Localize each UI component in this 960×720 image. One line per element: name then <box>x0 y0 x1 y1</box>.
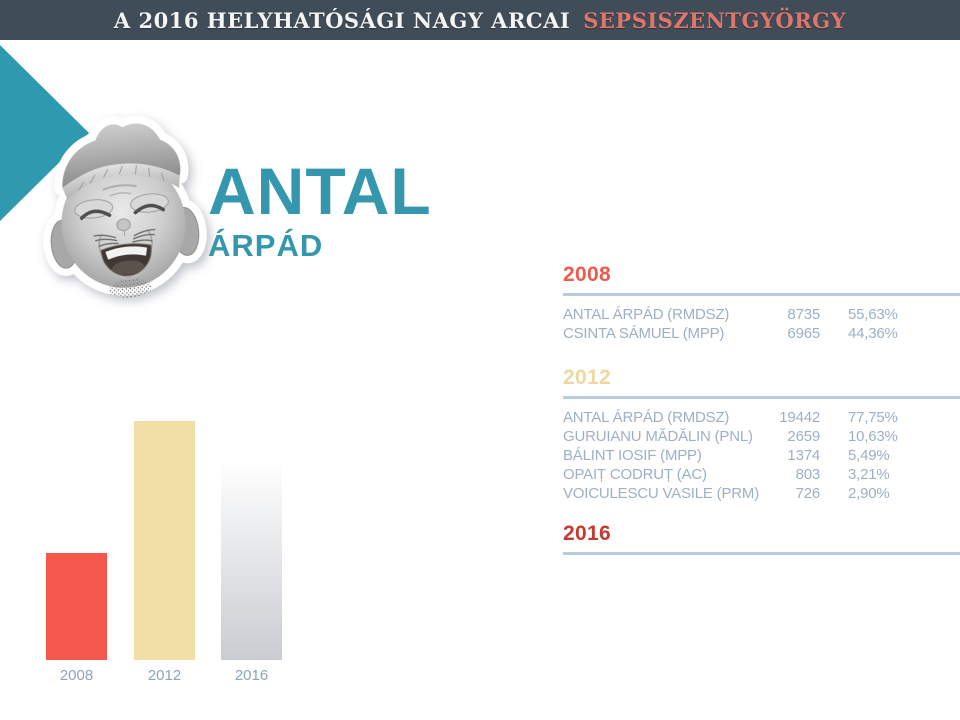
header-bar: A 2016 HELYHATÓSÁGI NAGY ARCAI SEPSISZEN… <box>0 0 960 40</box>
vote-count: 2659 <box>787 428 820 445</box>
year-heading-2012: 2012 <box>563 366 611 389</box>
vote-count: 8735 <box>787 306 820 323</box>
vote-count: 803 <box>795 466 821 483</box>
vote-count: 19442 <box>779 409 820 426</box>
result-row: ANTAL ÁRPÁD (RMDSZ) 8735 55,63% <box>563 305 960 324</box>
vote-percent: 2,90% <box>848 485 890 502</box>
divider <box>563 293 960 296</box>
x-tick-2012: 2012 <box>147 667 182 684</box>
candidate-name-block: ANTAL ÁRPÁD <box>208 158 432 261</box>
vote-count: 6965 <box>787 325 820 342</box>
candidate-given-name: ÁRPÁD <box>208 228 324 263</box>
header-title: A 2016 HELYHATÓSÁGI NAGY ARCAI <box>113 7 571 33</box>
candidate-name: ANTAL ÁRPÁD (RMDSZ) <box>563 306 730 323</box>
bar-2012 <box>134 421 195 660</box>
result-row: CSINTA SÁMUEL (MPP) 6965 44,36% <box>563 324 960 343</box>
vote-percent: 5,49% <box>848 447 890 464</box>
results-2012: 2012 ANTAL ÁRPÁD (RMDSZ) 19442 77,75% GU… <box>563 366 960 503</box>
candidate-surname: ANTAL <box>208 154 432 228</box>
vote-count: 1374 <box>787 447 820 464</box>
candidate-name: BÁLINT IOSIF (MPP) <box>563 447 702 464</box>
x-tick-2016: 2016 <box>234 667 269 684</box>
vote-percent: 77,75% <box>848 409 898 426</box>
divider <box>563 552 960 555</box>
candidate-name: OPAIȚ CODRUȚ (AC) <box>563 466 707 483</box>
result-row: OPAIȚ CODRUȚ (AC) 803 3,21% <box>563 465 960 484</box>
vote-percent: 10,63% <box>848 428 898 445</box>
votes-bar-chart <box>46 421 286 660</box>
divider <box>563 396 960 399</box>
year-heading-2016: 2016 <box>563 522 611 545</box>
bar-2016-placeholder <box>221 460 282 660</box>
vote-percent: 44,36% <box>848 325 898 342</box>
result-row: VOICULESCU VASILE (PRM) 726 2,90% <box>563 484 960 503</box>
vote-percent: 55,63% <box>848 306 898 323</box>
candidate-name: VOICULESCU VASILE (PRM) <box>563 485 759 502</box>
laughing-mask-icon <box>43 115 207 298</box>
vote-percent: 3,21% <box>848 466 890 483</box>
candidate-photo-sticker <box>26 92 216 309</box>
bar-2008 <box>46 553 107 660</box>
results-2016: 2016 <box>563 522 960 555</box>
vote-count: 726 <box>795 485 821 502</box>
chart-x-axis: 2008 2012 2016 <box>46 667 286 687</box>
candidate-name: ANTAL ÁRPÁD (RMDSZ) <box>563 409 730 426</box>
year-heading-2008: 2008 <box>563 263 611 286</box>
candidate-name: CSINTA SÁMUEL (MPP) <box>563 325 725 342</box>
candidate-name: GURUIANU MĂDĂLIN (PNL) <box>563 428 753 445</box>
result-row: BÁLINT IOSIF (MPP) 1374 5,49% <box>563 446 960 465</box>
result-row: GURUIANU MĂDĂLIN (PNL) 2659 10,63% <box>563 427 960 446</box>
result-row: ANTAL ÁRPÁD (RMDSZ) 19442 77,75% <box>563 408 960 427</box>
x-tick-2008: 2008 <box>59 667 94 684</box>
header-city: SEPSISZENTGYÖRGY <box>583 7 847 33</box>
results-2008: 2008 ANTAL ÁRPÁD (RMDSZ) 8735 55,63% CSI… <box>563 263 960 343</box>
